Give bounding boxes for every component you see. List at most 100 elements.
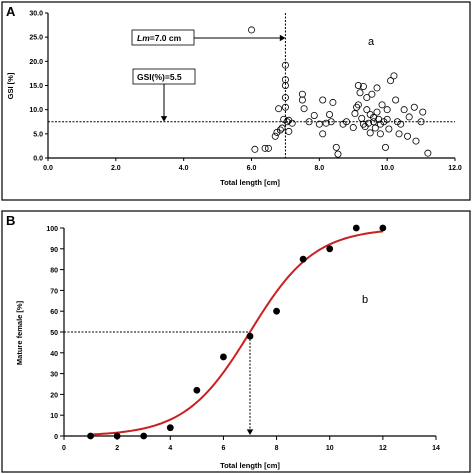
gsi-data-point	[359, 82, 367, 90]
gsi-data-point	[397, 120, 405, 128]
gsi-data-point	[400, 106, 408, 114]
gsi-data-point	[285, 127, 293, 135]
gsi-data-point	[283, 118, 291, 126]
gsi-data-point	[271, 132, 279, 140]
panel-a-inner-label: a	[368, 36, 375, 48]
gsi-data-point	[392, 96, 400, 104]
maturity-data-point	[352, 224, 360, 232]
lm-annotation-italic: Lm	[137, 33, 150, 43]
panel-b-y-tick-label: 70	[50, 288, 58, 295]
gsi-data-point	[370, 113, 378, 121]
panel-b-x-tick-label: 8	[275, 445, 279, 452]
lm-annotation-box	[131, 29, 195, 46]
gsi-data-point	[305, 118, 313, 126]
gsi-data-point	[298, 96, 306, 104]
gsi-data-point	[390, 72, 398, 80]
gsi-data-point	[363, 94, 371, 102]
panel-b-x-tick-label: 6	[221, 445, 225, 452]
maturity-data-point	[113, 432, 121, 440]
panel-b-x-tick-label: 4	[168, 445, 172, 452]
maturity-data-point	[326, 245, 334, 253]
panel-b-xlabel: Total length [cm]	[220, 461, 280, 470]
gsi-data-point	[354, 82, 362, 90]
panel-a-x-tick-label: 6.0	[247, 165, 257, 172]
gsi-data-point	[251, 145, 259, 153]
maturity-data-point	[299, 255, 307, 263]
panel-b-frame	[1, 210, 471, 473]
panel-b-y-tick-label: 80	[50, 268, 58, 275]
gsi-data-point	[281, 103, 289, 111]
panel-b-x-tick-label: 10	[326, 445, 334, 452]
panel-a-y-tick-label: 25.0	[29, 35, 43, 42]
panel-a-plot: 0.0 2.0 4.0 6.0 8.0 10.0 12.0 0.0 5.0 10.0 15.0 20.…	[29, 11, 462, 173]
gsi-data-point	[275, 105, 283, 113]
panel-b-y-tick-label: 20	[50, 392, 58, 399]
panel-a-ylabel: GSI [%]	[6, 72, 15, 99]
gsi-data-point	[247, 26, 255, 34]
gsi-annotation: GSI(%)=5.5	[132, 68, 196, 85]
gsi-data-point	[387, 77, 395, 85]
gsi-arrow-head	[160, 116, 168, 122]
panel-b-y-tick-label: 90	[50, 247, 58, 254]
panel-a-frame	[1, 1, 471, 201]
lm-annotation-value: =7.0 cm	[150, 33, 182, 43]
gsi-data-point	[419, 108, 427, 116]
panel-b-y-tick-label: 100	[46, 226, 58, 233]
gsi-data-point	[395, 130, 403, 138]
gsi-data-point	[424, 149, 432, 157]
panel-b-inner-label: b	[362, 294, 368, 306]
panel-a-x-tick-label: 4.0	[179, 165, 189, 172]
panel-a-label: A	[6, 4, 16, 19]
gsi-data-point	[373, 84, 381, 92]
lm-arrow-head	[279, 34, 286, 42]
gsi-data-point	[376, 130, 384, 138]
lm-annotation: Lm=7.0 cm	[131, 29, 195, 46]
gsi-data-point	[353, 103, 361, 111]
gsi-data-point	[368, 90, 376, 98]
panel-b-y-tick-label: 40	[50, 351, 58, 358]
panel-a-x-tick-label: 0.0	[43, 165, 53, 172]
panel-a-y-tick-label: 15.0	[29, 83, 43, 90]
panel-b-y-tick-label: 60	[50, 309, 58, 316]
gsi-data-point	[288, 119, 296, 127]
panel-a-y-tick-label: 10.0	[29, 107, 43, 114]
gsi-data-point	[417, 118, 425, 126]
panel-a-y-tick-label: 0.0	[33, 156, 43, 163]
gsi-data-point	[319, 96, 327, 104]
gsi-data-point	[383, 106, 391, 114]
panel-a-x-tick-label: 8.0	[314, 165, 324, 172]
gsi-data-point	[405, 113, 413, 121]
gsi-data-point	[334, 150, 342, 158]
panel-b-ylabel: Mature female [%]	[15, 300, 24, 365]
panel-b-x-tick-label: 0	[62, 445, 66, 452]
panel-b-y-tick-label: 30	[50, 372, 58, 379]
gsi-data-point	[363, 106, 371, 114]
gsi-data-point	[326, 111, 334, 119]
gsi-data-point	[281, 61, 289, 69]
gsi-data-point	[315, 120, 323, 128]
panel-b-reference-arrow-head	[246, 429, 254, 435]
gsi-data-point	[281, 94, 289, 102]
gsi-data-point	[264, 144, 272, 152]
gsi-data-point	[366, 129, 374, 137]
panel-a: A 0.0 2.0 4.0 6.0 8.0 10.0 12.0 0.0 5.0 10.0 15.0 2…	[1, 1, 471, 201]
gsi-data-point	[319, 130, 327, 138]
panel-b-plot: 0 2 4 6 8 10 12 14 0 10 20 30 40 50 60 70 80 90 100	[46, 224, 440, 452]
maturity-curve	[90, 230, 383, 436]
gsi-data-point	[356, 89, 364, 97]
gsi-data-point	[327, 118, 335, 126]
gsi-data-point	[410, 103, 418, 111]
maturity-data-point	[193, 386, 201, 394]
gsi-data-point	[381, 143, 389, 151]
gsi-annotation-text: GSI(%)=5.5	[137, 72, 182, 82]
panel-a-x-tick-label: 12.0	[448, 165, 462, 172]
panel-b-label: B	[6, 213, 15, 228]
gsi-data-point	[329, 98, 337, 106]
panel-b-x-tick-label: 12	[379, 445, 387, 452]
panel-b-x-tick-label: 2	[115, 445, 119, 452]
gsi-data-point	[322, 119, 330, 127]
gsi-data-point	[261, 144, 269, 152]
maturity-data-point	[246, 332, 254, 340]
gsi-data-point	[359, 120, 367, 128]
